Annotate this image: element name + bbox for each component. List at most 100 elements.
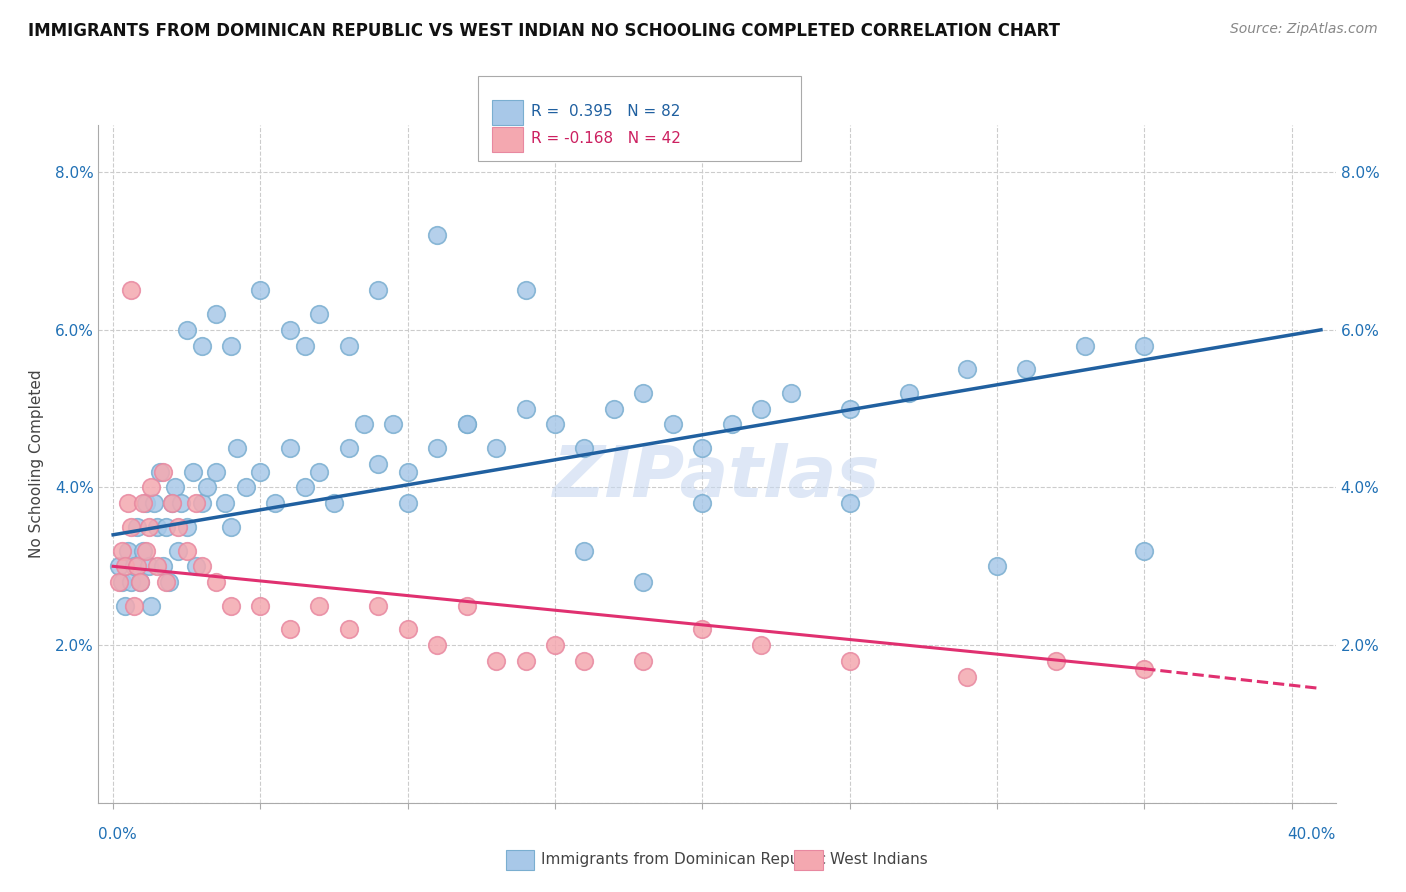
- Point: [163, 481, 186, 495]
- Y-axis label: No Schooling Completed: No Schooling Completed: [28, 369, 44, 558]
- Point: [205, 575, 228, 590]
- Point: [720, 417, 742, 432]
- Point: [117, 543, 139, 558]
- Point: [120, 284, 142, 298]
- Point: [692, 441, 714, 455]
- Point: [114, 599, 136, 613]
- Point: [337, 338, 360, 352]
- Point: [176, 520, 198, 534]
- Point: [190, 338, 212, 352]
- Point: [120, 520, 142, 534]
- Text: 0.0%: 0.0%: [98, 827, 138, 841]
- Point: [633, 654, 655, 668]
- Point: [184, 496, 207, 510]
- Point: [1133, 338, 1156, 352]
- Point: [986, 559, 1008, 574]
- Point: [249, 284, 271, 298]
- Point: [323, 496, 346, 510]
- Point: [396, 623, 419, 637]
- Point: [146, 520, 169, 534]
- Point: [574, 441, 596, 455]
- Point: [749, 401, 772, 416]
- Point: [128, 575, 150, 590]
- Point: [122, 559, 145, 574]
- Point: [138, 559, 160, 574]
- Point: [131, 543, 153, 558]
- Point: [692, 623, 714, 637]
- Point: [160, 496, 183, 510]
- Point: [190, 559, 212, 574]
- Point: [108, 559, 131, 574]
- Point: [956, 670, 979, 684]
- Point: [1045, 654, 1067, 668]
- Point: [662, 417, 685, 432]
- Point: [155, 520, 177, 534]
- Point: [131, 496, 153, 510]
- Text: Immigrants from Dominican Republic: Immigrants from Dominican Republic: [541, 853, 827, 867]
- Point: [308, 599, 330, 613]
- Point: [143, 496, 166, 510]
- Point: [779, 385, 801, 400]
- Point: [426, 638, 449, 652]
- Point: [167, 543, 190, 558]
- Point: [426, 441, 449, 455]
- Point: [337, 441, 360, 455]
- Point: [367, 284, 389, 298]
- Text: IMMIGRANTS FROM DOMINICAN REPUBLIC VS WEST INDIAN NO SCHOOLING COMPLETED CORRELA: IMMIGRANTS FROM DOMINICAN REPUBLIC VS WE…: [28, 22, 1060, 40]
- Point: [544, 417, 567, 432]
- Text: West Indians: West Indians: [830, 853, 928, 867]
- Text: Source: ZipAtlas.com: Source: ZipAtlas.com: [1230, 22, 1378, 37]
- Point: [125, 559, 148, 574]
- Point: [603, 401, 626, 416]
- Point: [219, 599, 242, 613]
- Point: [897, 385, 920, 400]
- Point: [838, 401, 860, 416]
- Point: [249, 599, 271, 613]
- Point: [838, 654, 860, 668]
- Point: [219, 520, 242, 534]
- Point: [135, 496, 157, 510]
- Point: [426, 228, 449, 243]
- Point: [125, 520, 148, 534]
- Point: [155, 575, 177, 590]
- Point: [294, 338, 316, 352]
- Point: [633, 385, 655, 400]
- Point: [382, 417, 405, 432]
- Point: [152, 465, 174, 479]
- Point: [135, 543, 157, 558]
- Point: [353, 417, 375, 432]
- Point: [111, 575, 134, 590]
- Point: [396, 496, 419, 510]
- Point: [1074, 338, 1097, 352]
- Point: [176, 323, 198, 337]
- Point: [515, 654, 537, 668]
- Point: [122, 599, 145, 613]
- Point: [515, 401, 537, 416]
- Point: [190, 496, 212, 510]
- Point: [184, 559, 207, 574]
- Point: [128, 575, 150, 590]
- Point: [205, 465, 228, 479]
- Point: [181, 465, 204, 479]
- Point: [146, 559, 169, 574]
- Point: [141, 599, 163, 613]
- Point: [197, 481, 219, 495]
- Point: [114, 559, 136, 574]
- Point: [456, 599, 478, 613]
- Text: ZIPatlas: ZIPatlas: [554, 443, 880, 512]
- Point: [544, 638, 567, 652]
- Point: [205, 307, 228, 321]
- Point: [249, 465, 271, 479]
- Point: [956, 362, 979, 376]
- Point: [152, 559, 174, 574]
- Point: [294, 481, 316, 495]
- Point: [157, 575, 180, 590]
- Point: [264, 496, 287, 510]
- Point: [117, 496, 139, 510]
- Point: [1133, 543, 1156, 558]
- Point: [515, 284, 537, 298]
- Point: [456, 417, 478, 432]
- Point: [1015, 362, 1038, 376]
- Point: [176, 543, 198, 558]
- Text: 40.0%: 40.0%: [1288, 827, 1336, 841]
